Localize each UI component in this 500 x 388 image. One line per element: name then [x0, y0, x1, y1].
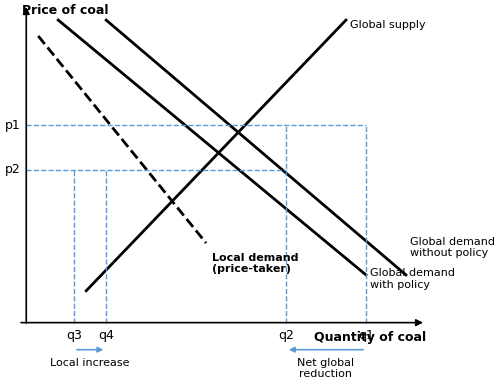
Text: Local increase: Local increase — [50, 358, 130, 368]
Text: q2: q2 — [278, 329, 294, 342]
Text: p2: p2 — [4, 163, 20, 176]
Text: q1: q1 — [358, 329, 374, 342]
Text: Global demand
with policy: Global demand with policy — [370, 268, 455, 290]
Text: Global demand
without policy: Global demand without policy — [410, 237, 495, 258]
Text: Quantity of coal: Quantity of coal — [314, 331, 426, 344]
Text: Global supply: Global supply — [350, 20, 426, 30]
Text: Price of coal: Price of coal — [22, 4, 109, 17]
Text: Net global
reduction: Net global reduction — [298, 358, 354, 379]
Text: Local demand
(price-taker): Local demand (price-taker) — [212, 253, 298, 274]
Text: q3: q3 — [66, 329, 82, 342]
Text: p1: p1 — [4, 119, 20, 132]
Text: q4: q4 — [98, 329, 114, 342]
